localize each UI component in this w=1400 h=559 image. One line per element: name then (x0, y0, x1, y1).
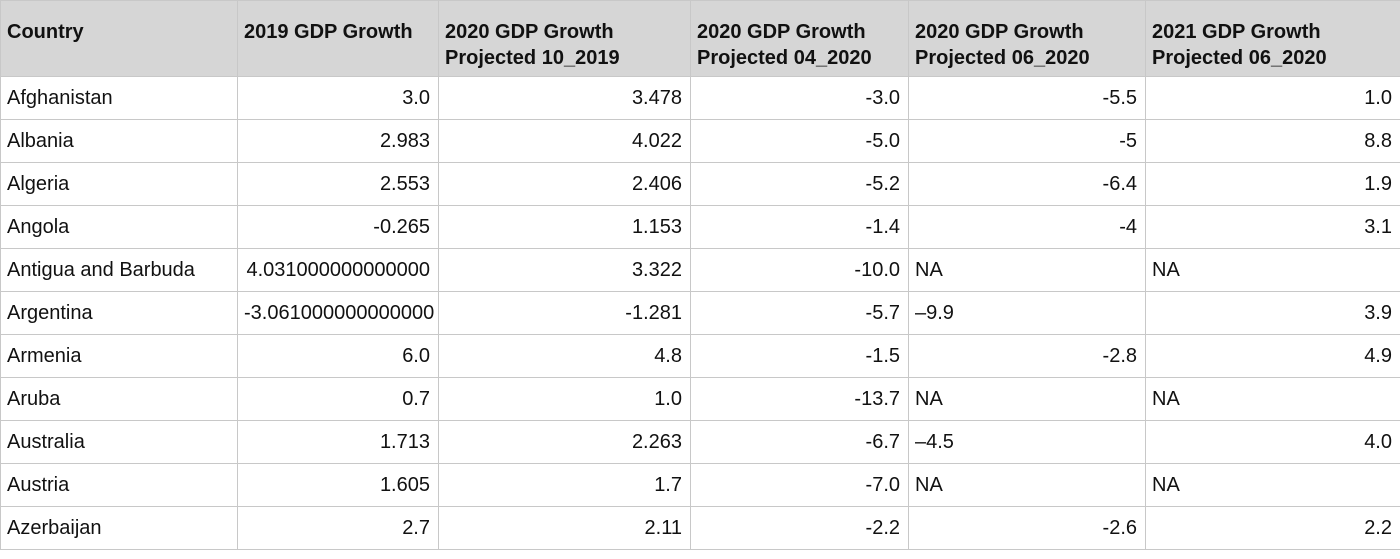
country-cell: Australia (0, 420, 238, 464)
value-cell: 4.0 (1145, 420, 1400, 464)
value-cell: 4.9 (1145, 334, 1400, 378)
value-cell: -4 (908, 205, 1146, 249)
value-cell: 1.0 (438, 377, 691, 421)
row: Algeria 2.553 2.406 -5.2 -6.4 1.9 (0, 162, 1400, 206)
value-cell: 2.2 (1145, 506, 1400, 550)
country-cell: Azerbaijan (0, 506, 238, 550)
header-cell: 2019 GDP Growth (237, 0, 439, 77)
value-cell: -6.4 (908, 162, 1146, 206)
country-cell: Albania (0, 119, 238, 163)
row: Australia 1.713 2.263 -6.7 –4.5 4.0 (0, 420, 1400, 464)
value-cell: NA (908, 377, 1146, 421)
value-cell: -3.0 (690, 76, 909, 120)
header-cell: 2020 GDP Growth Projected 10_2019 (438, 0, 691, 77)
value-cell: 3.9 (1145, 291, 1400, 335)
row: Angola -0.265 1.153 -1.4 -4 3.1 (0, 205, 1400, 249)
country-cell: Austria (0, 463, 238, 507)
value-cell: NA (1145, 463, 1400, 507)
row: Argentina -3.061000000000000 -1.281 -5.7 –9.… (0, 291, 1400, 335)
value-cell: NA (908, 463, 1146, 507)
value-cell: 3.478 (438, 76, 691, 120)
country-cell: Angola (0, 205, 238, 249)
header-cell: 2021 GDP Growth Projected 06_2020 (1145, 0, 1400, 77)
country-cell: Algeria (0, 162, 238, 206)
value-cell: -3.061000000000000 (237, 291, 439, 335)
value-cell: 1.605 (237, 463, 439, 507)
value-cell: -7.0 (690, 463, 909, 507)
row: Antigua and Barbuda 4.031000000000000 3.32… (0, 248, 1400, 292)
value-cell: -1.5 (690, 334, 909, 378)
table-body: Afghanistan 3.0 3.478 -3.0 -5.5 1.0 Albania 2.9… (0, 76, 1400, 550)
value-cell: 2.11 (438, 506, 691, 550)
value-cell: 3.0 (237, 76, 439, 120)
value-cell: 1.713 (237, 420, 439, 464)
value-cell: NA (1145, 377, 1400, 421)
value-cell: -13.7 (690, 377, 909, 421)
value-cell: 3.322 (438, 248, 691, 292)
country-cell: Argentina (0, 291, 238, 335)
value-cell: 1.7 (438, 463, 691, 507)
value-cell: -5.5 (908, 76, 1146, 120)
value-cell: 4.031000000000000 (237, 248, 439, 292)
row: Afghanistan 3.0 3.478 -3.0 -5.5 1.0 (0, 76, 1400, 120)
value-cell: 2.406 (438, 162, 691, 206)
value-cell: 1.0 (1145, 76, 1400, 120)
value-cell: –4.5 (908, 420, 1146, 464)
header-cell: 2020 GDP Growth Projected 06_2020 (908, 0, 1146, 77)
value-cell: -5.7 (690, 291, 909, 335)
value-cell: -10.0 (690, 248, 909, 292)
value-cell: -6.7 (690, 420, 909, 464)
country-cell: Antigua and Barbuda (0, 248, 238, 292)
value-cell: 6.0 (237, 334, 439, 378)
value-cell: 1.153 (438, 205, 691, 249)
value-cell: -5.0 (690, 119, 909, 163)
value-cell: 2.263 (438, 420, 691, 464)
value-cell: 1.9 (1145, 162, 1400, 206)
header-cell: 2020 GDP Growth Projected 04_2020 (690, 0, 909, 77)
country-cell: Aruba (0, 377, 238, 421)
header-cell: Country (0, 0, 238, 77)
value-cell: -1.281 (438, 291, 691, 335)
country-cell: Armenia (0, 334, 238, 378)
row: Austria 1.605 1.7 -7.0 NA NA (0, 463, 1400, 507)
row: Armenia 6.0 4.8 -1.5 -2.8 4.9 (0, 334, 1400, 378)
value-cell: 2.553 (237, 162, 439, 206)
country-cell: Afghanistan (0, 76, 238, 120)
value-cell: 4.022 (438, 119, 691, 163)
value-cell: 0.7 (237, 377, 439, 421)
value-cell: 2.7 (237, 506, 439, 550)
value-cell: -2.2 (690, 506, 909, 550)
row: Albania 2.983 4.022 -5.0 -5 8.8 (0, 119, 1400, 163)
row: Aruba 0.7 1.0 -13.7 NA NA (0, 377, 1400, 421)
value-cell: 3.1 (1145, 205, 1400, 249)
row: Azerbaijan 2.7 2.11 -2.2 -2.6 2.2 (0, 506, 1400, 550)
value-cell: -2.6 (908, 506, 1146, 550)
value-cell: 8.8 (1145, 119, 1400, 163)
value-cell: -2.8 (908, 334, 1146, 378)
value-cell: –9.9 (908, 291, 1146, 335)
value-cell: NA (1145, 248, 1400, 292)
value-cell: 4.8 (438, 334, 691, 378)
value-cell: -0.265 (237, 205, 439, 249)
value-cell: NA (908, 248, 1146, 292)
header-row: Country 2019 GDP Growth 2020 GDP Growth Pr… (0, 0, 1400, 77)
value-cell: 2.983 (237, 119, 439, 163)
value-cell: -1.4 (690, 205, 909, 249)
value-cell: -5 (908, 119, 1146, 163)
value-cell: -5.2 (690, 162, 909, 206)
